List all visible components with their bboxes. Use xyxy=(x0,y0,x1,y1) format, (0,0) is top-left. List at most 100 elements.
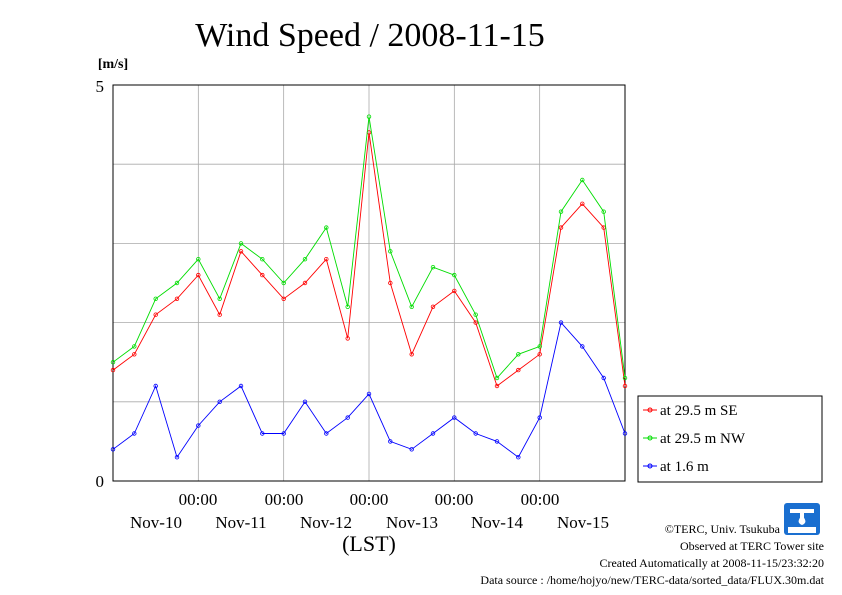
x-axis-label: (LST) xyxy=(342,531,396,556)
terc-logo-icon xyxy=(784,503,820,535)
legend-label: at 29.5 m NW xyxy=(660,431,746,447)
legend-marker xyxy=(647,435,653,441)
data-point xyxy=(174,280,180,286)
data-point xyxy=(345,336,350,341)
x-day-label: Nov-15 xyxy=(557,513,609,532)
series-line xyxy=(112,321,626,459)
data-point xyxy=(430,265,436,270)
data-point xyxy=(110,360,116,365)
data-point xyxy=(388,280,393,286)
series-0 xyxy=(110,130,628,389)
data-point xyxy=(580,344,585,349)
grid-lines xyxy=(113,85,625,481)
data-point xyxy=(302,280,308,286)
data-point xyxy=(174,455,180,460)
data-point xyxy=(580,201,585,206)
x-day-label: Nov-12 xyxy=(300,513,352,532)
data-point xyxy=(580,177,585,183)
data-point xyxy=(302,399,308,404)
data-point xyxy=(345,415,350,420)
data-source-text: Data source : /home/hojyo/new/TERC-data/… xyxy=(480,573,824,587)
data-point xyxy=(473,312,478,317)
data-point xyxy=(452,272,457,278)
data-point xyxy=(558,320,564,325)
data-point xyxy=(302,257,308,262)
legend-marker xyxy=(647,407,653,413)
data-point xyxy=(174,296,180,301)
data-point xyxy=(132,344,137,349)
observation-site-text: Observed at TERC Tower site xyxy=(680,539,824,553)
data-point xyxy=(217,312,222,317)
data-point xyxy=(196,423,201,428)
data-point xyxy=(537,415,542,420)
x-time-label: 00:00 xyxy=(435,490,474,509)
legend-marker xyxy=(647,463,653,469)
data-point xyxy=(601,375,606,381)
data-point xyxy=(366,114,372,119)
data-point xyxy=(494,375,500,381)
data-point xyxy=(409,447,414,452)
series-line xyxy=(112,132,626,387)
data-point xyxy=(516,367,521,373)
legend-label: at 29.5 m SE xyxy=(660,403,738,419)
data-point xyxy=(238,241,244,246)
data-point xyxy=(516,455,521,460)
data-point xyxy=(281,431,286,436)
series-2 xyxy=(110,320,628,460)
data-point xyxy=(473,431,478,436)
data-point xyxy=(430,304,436,309)
data-point xyxy=(281,280,286,286)
data-point xyxy=(110,447,116,452)
data-point xyxy=(260,431,265,436)
data-point xyxy=(409,352,414,357)
x-time-label: 00:00 xyxy=(265,490,304,509)
data-point xyxy=(494,383,500,389)
data-point xyxy=(558,209,564,214)
data-point xyxy=(388,249,393,254)
data-point xyxy=(324,225,329,230)
data-point xyxy=(388,439,393,444)
data-point xyxy=(217,296,222,301)
plot-area-frame xyxy=(112,84,626,482)
data-point xyxy=(132,431,137,436)
data-point xyxy=(452,415,457,420)
data-point xyxy=(601,209,606,214)
data-point xyxy=(238,249,244,254)
data-point xyxy=(558,225,564,230)
x-day-label: Nov-14 xyxy=(471,513,523,532)
data-point xyxy=(473,320,478,325)
data-point xyxy=(153,383,158,389)
data-point xyxy=(409,304,414,309)
data-point xyxy=(260,272,265,278)
series-layer xyxy=(110,114,628,460)
y-tick-min: 0 xyxy=(96,472,105,491)
data-point xyxy=(217,399,222,404)
data-point xyxy=(622,383,628,389)
data-point xyxy=(622,431,628,436)
data-point xyxy=(324,431,329,436)
data-point xyxy=(132,352,137,357)
data-point xyxy=(494,439,500,444)
y-tick-max: 5 xyxy=(96,77,105,96)
data-point xyxy=(324,257,329,262)
data-point xyxy=(110,367,116,373)
series-line xyxy=(112,116,626,379)
chart-title: Wind Speed / 2008-11-15 xyxy=(195,17,545,54)
data-point xyxy=(452,288,457,294)
data-point xyxy=(196,257,201,262)
x-day-label: Nov-11 xyxy=(215,513,266,532)
x-time-label: 00:00 xyxy=(350,490,389,509)
x-time-label: 00:00 xyxy=(521,490,560,509)
data-point xyxy=(196,272,201,278)
data-point xyxy=(430,431,436,436)
data-point xyxy=(537,352,542,357)
created-timestamp-text: Created Automatically at 2008-11-15/23:3… xyxy=(599,556,824,570)
copyright-text: ©TERC, Univ. Tsukuba xyxy=(665,522,781,536)
series-1 xyxy=(110,114,628,381)
data-point xyxy=(153,312,158,317)
data-point xyxy=(153,296,158,301)
data-point xyxy=(281,296,286,301)
data-point xyxy=(366,391,372,397)
data-point xyxy=(622,375,628,381)
